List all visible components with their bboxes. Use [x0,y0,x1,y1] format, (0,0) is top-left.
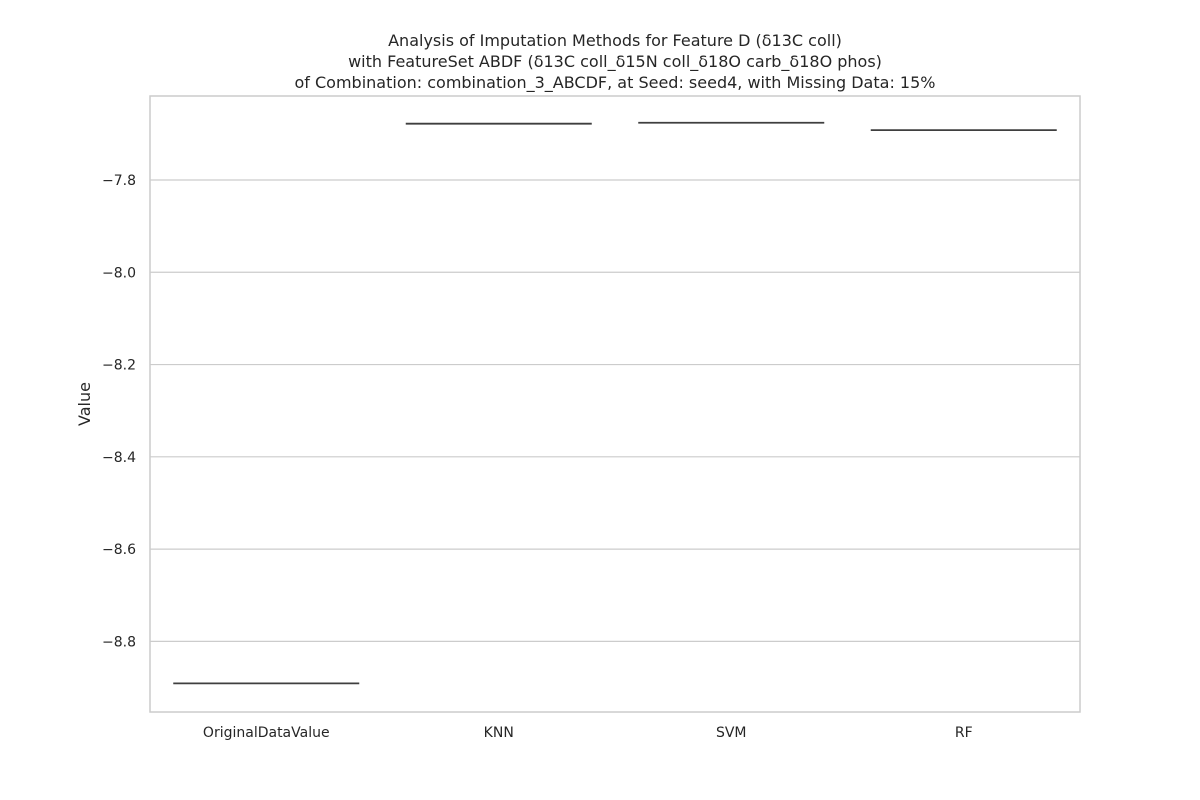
y-gridlines [150,179,1080,643]
x-tick-label: OriginalDataValue [203,725,330,741]
x-tick-label: SVM [716,725,747,741]
x-tick-label: KNN [484,725,514,741]
y-tick-label: −8.4 [102,450,136,466]
x-tick-label: RF [955,725,973,741]
chart-title: Analysis of Imputation Methods for Featu… [295,31,936,93]
y-tick-label: −8.8 [102,634,136,650]
chart-title-line-1: Analysis of Imputation Methods for Featu… [388,31,842,50]
y-tick-label: −8.6 [102,542,136,558]
chart-title-line-3: of Combination: combination_3_ABCDF, at … [295,73,936,93]
y-tick-label: −8.2 [102,358,136,374]
box-marks [173,121,1057,685]
x-tick-labels: OriginalDataValue KNN SVM RF [203,725,973,741]
plot-area-frame [149,95,1081,713]
y-axis-label: Value [75,382,94,426]
chart-title-line-2: with FeatureSet ABDF (δ13C coll_δ15N col… [348,52,882,72]
y-tick-labels: −8.8 −8.6 −8.4 −8.2 −8.0 −7.8 [102,173,136,650]
y-tick-label: −8.0 [102,265,136,281]
y-tick-label: −7.8 [102,173,136,189]
